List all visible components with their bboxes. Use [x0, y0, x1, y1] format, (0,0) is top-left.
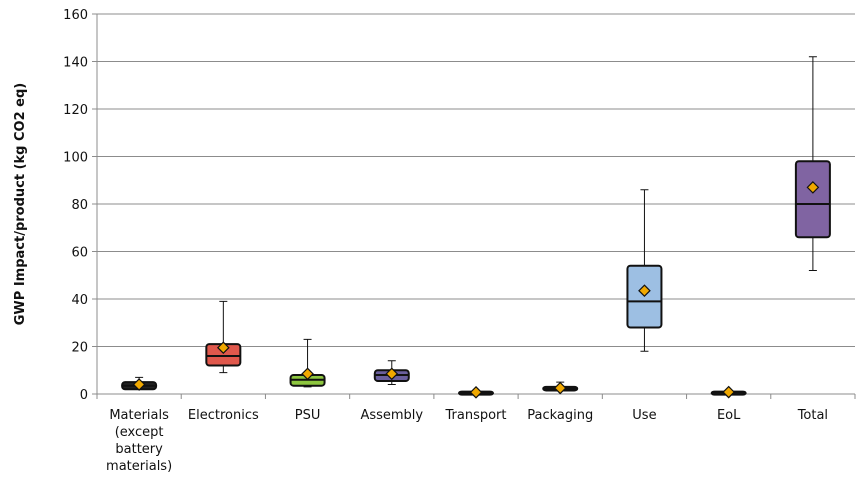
- mean-marker: [806, 181, 820, 194]
- box-8: [794, 56, 831, 271]
- box-4: [458, 385, 494, 399]
- x-category-label: Use: [632, 408, 656, 423]
- mean-marker: [638, 284, 651, 298]
- box-0: [121, 376, 158, 391]
- x-axis: Materials (except battery materials) Electro…: [96, 393, 856, 474]
- x-category-label: Electronics: [188, 408, 259, 423]
- mean-marker: [469, 385, 483, 399]
- mean-marker: [553, 381, 567, 395]
- box-5: [542, 381, 579, 395]
- mean-marker: [722, 385, 736, 399]
- box-1: [205, 300, 242, 374]
- box-3: [373, 360, 410, 385]
- mean-marker: [385, 367, 399, 381]
- y-tick-label: 80: [71, 198, 88, 213]
- y-tick-label: 20: [71, 341, 88, 356]
- y-axis: 0 20 40 60 80 100 120 140 160: [63, 8, 98, 403]
- grid-lines: [97, 13, 855, 347]
- x-category-label: PSU: [295, 408, 321, 423]
- y-tick-label: 120: [63, 103, 88, 118]
- x-category-label: Assembly: [360, 408, 423, 423]
- y-tick-label: 160: [63, 8, 88, 23]
- y-tick-label: 140: [63, 56, 88, 71]
- y-tick-label: 40: [71, 293, 88, 308]
- box-2: [289, 338, 326, 388]
- x-category-label: Transport: [444, 408, 506, 423]
- y-tick-label: 0: [80, 388, 88, 403]
- x-category-label: EoL: [717, 408, 741, 423]
- x-category-label: Total: [797, 408, 828, 423]
- y-tick-label: 60: [71, 246, 88, 261]
- mean-marker: [216, 341, 230, 355]
- x-category-label: Materials (except battery materials): [106, 408, 172, 474]
- boxes: [121, 56, 831, 399]
- box-7: [710, 385, 747, 399]
- mean-marker: [301, 367, 314, 381]
- mean-marker: [132, 378, 146, 391]
- box-iqr: [794, 160, 831, 239]
- box-6: [626, 189, 663, 352]
- y-axis-label: GWP Impact/product (kg CO2 eq): [13, 83, 28, 326]
- y-tick-label: 100: [63, 151, 88, 166]
- x-category-label: Packaging: [527, 408, 593, 423]
